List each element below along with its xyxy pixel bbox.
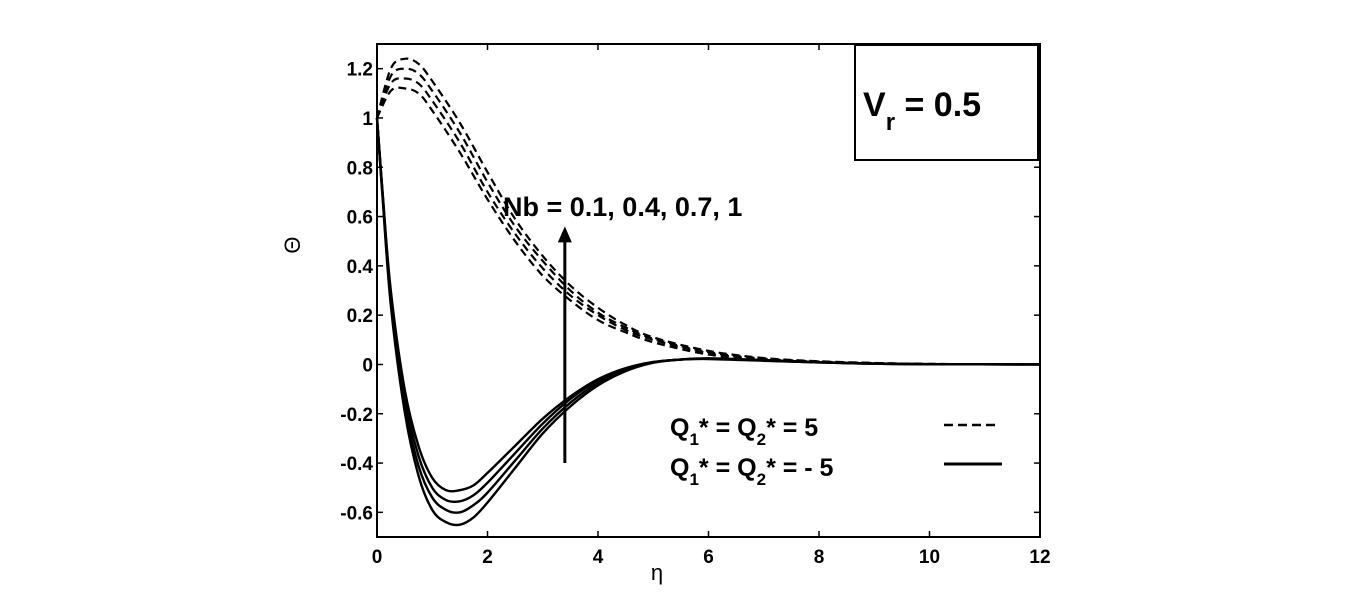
y-tick-label: -0.4 xyxy=(340,454,373,475)
x-tick-label: 2 xyxy=(482,547,493,568)
parameter-subscript: r xyxy=(886,109,895,136)
y-tick-label: 0.2 xyxy=(347,306,373,327)
parameter-main: V xyxy=(863,86,886,124)
legend: Q1* = Q2* = 5 Q1* = Q2* = - 5 xyxy=(670,414,1002,489)
x-tick-label: 12 xyxy=(1029,547,1050,568)
solid-curve-5 xyxy=(375,117,1041,504)
y-tick-label: 0 xyxy=(362,355,373,376)
x-tick-label: 0 xyxy=(372,547,383,568)
y-tick-label: 0.8 xyxy=(347,158,373,179)
y-tick-label: -0.6 xyxy=(340,503,373,524)
parameter-box xyxy=(854,44,1039,161)
y-tick-label: 1.2 xyxy=(347,60,373,81)
x-tick-label: 4 xyxy=(593,547,604,568)
y-tick-label: 0.6 xyxy=(347,208,373,229)
y-tick-label: 0.4 xyxy=(347,257,374,278)
parameter-box-text: Vr = 0.5 xyxy=(863,86,981,136)
curves xyxy=(375,57,1041,527)
parameter-value: = 0.5 xyxy=(895,86,981,124)
x-tick-label: 6 xyxy=(703,547,714,568)
nb-annotation: Nb = 0.1, 0.4, 0.7, 1 xyxy=(503,192,742,222)
x-tick-labels: 0 2 4 6 8 10 12 xyxy=(372,547,1051,568)
x-tick-label: 8 xyxy=(814,547,825,568)
y-tick-labels: -0.6 -0.4 -0.2 0 0.2 0.4 0.6 0.8 1 1.2 xyxy=(340,60,373,525)
y-axis-label: Θ xyxy=(280,236,305,253)
legend-label-solid: Q1* = Q2* = - 5 xyxy=(670,454,834,489)
legend-label-dashed: Q1* = Q2* = 5 xyxy=(670,414,818,449)
x-tick-label: 10 xyxy=(919,547,940,568)
x-axis-label: η xyxy=(651,560,663,585)
y-tick-label: 1 xyxy=(362,109,373,130)
arrow-head xyxy=(557,226,572,243)
y-tick-label: -0.2 xyxy=(340,405,373,426)
solid-curve-7 xyxy=(375,117,1041,527)
